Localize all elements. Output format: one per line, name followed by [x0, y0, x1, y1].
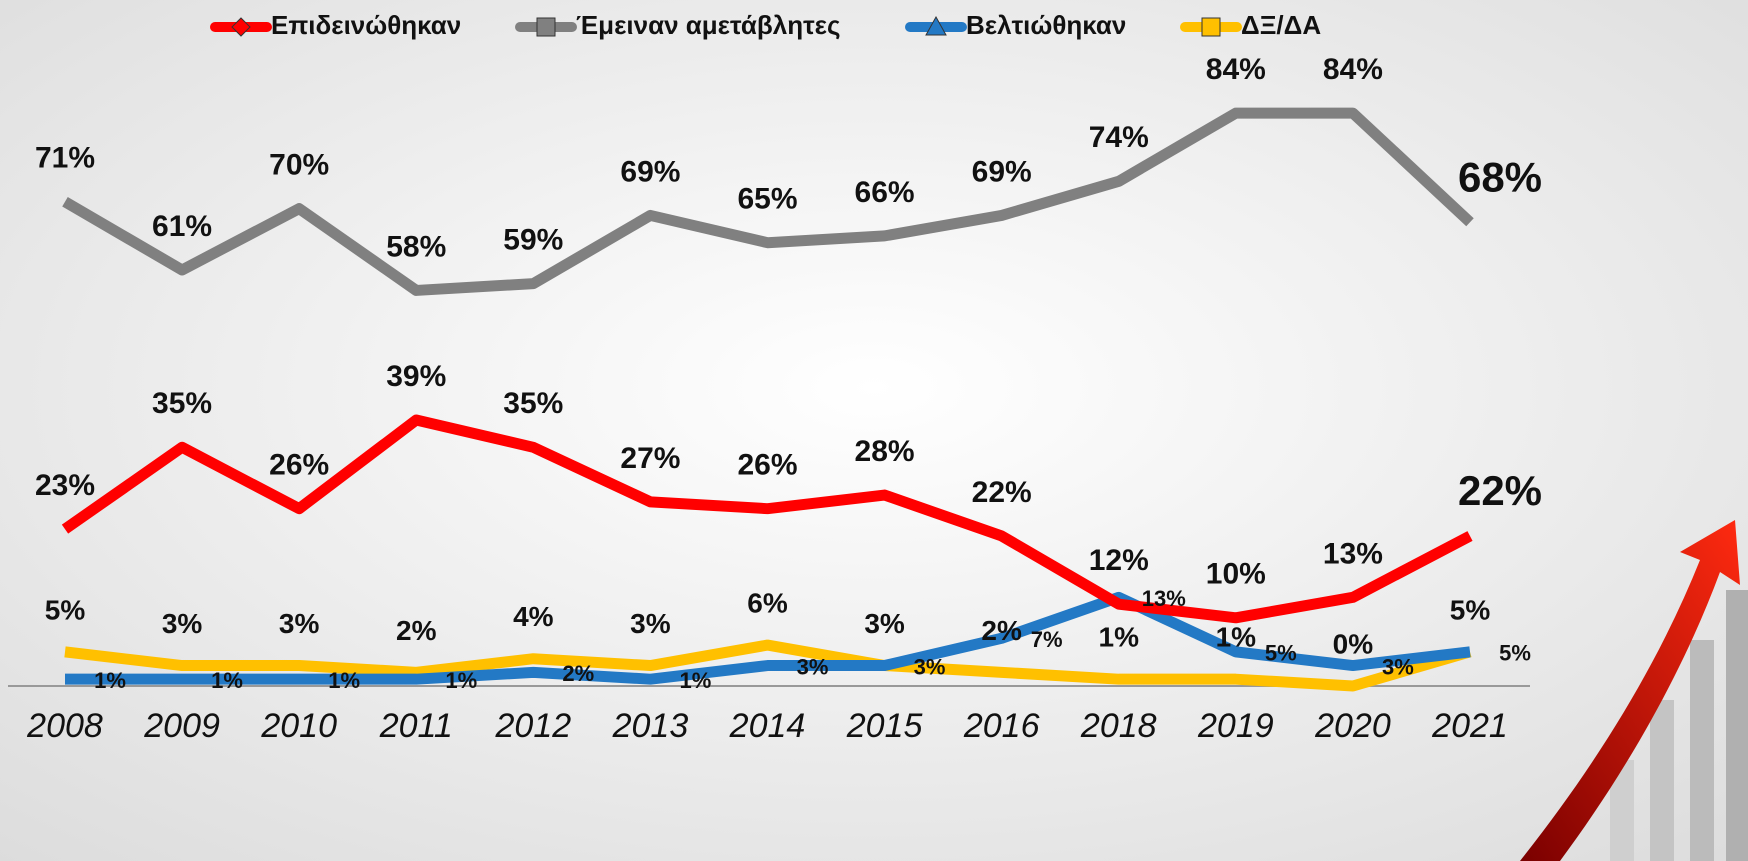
x-tick-label: 2020 — [1314, 707, 1391, 745]
value-label: 1% — [680, 668, 712, 693]
value-label: 0% — [1333, 628, 1374, 659]
value-label: 84% — [1323, 53, 1383, 86]
value-label: 1% — [211, 668, 243, 693]
x-tick-label: 2019 — [1197, 707, 1274, 745]
value-label: 4% — [513, 601, 554, 632]
legend-marker — [537, 18, 555, 36]
value-label: 22% — [972, 476, 1032, 509]
value-label: 66% — [855, 176, 915, 209]
value-label: 84% — [1206, 53, 1266, 86]
value-label: 28% — [855, 435, 915, 468]
value-label: 3% — [914, 654, 946, 679]
value-label: 39% — [386, 360, 446, 393]
value-label: 27% — [620, 442, 680, 475]
value-label: 2% — [562, 661, 594, 686]
chart: 2008 2009 2010 2011 2012 2013 2014 2015 2016 2018… — [0, 0, 1748, 861]
value-label: 26% — [737, 449, 797, 482]
x-tick-label: 2010 — [260, 707, 337, 745]
value-label: 1% — [328, 668, 360, 693]
value-label: 69% — [620, 155, 680, 188]
legend-label: ΔΞ/ΔΑ — [1241, 10, 1321, 40]
value-label: 1% — [1099, 622, 1140, 653]
value-label: 10% — [1206, 558, 1266, 591]
value-label: 35% — [152, 387, 212, 420]
legend-marker — [1202, 18, 1220, 36]
value-label: 65% — [737, 183, 797, 216]
value-label: 5% — [1499, 641, 1531, 666]
value-label: 3% — [797, 654, 829, 679]
value-label: 26% — [269, 449, 329, 482]
x-tick-label: 2013 — [612, 707, 689, 745]
value-label: 6% — [747, 587, 788, 618]
page: {"chart_data": {"type": "line", "categor… — [0, 0, 1748, 861]
legend-label: Έμειναν αμετάβλητες — [576, 10, 841, 40]
value-label: 61% — [152, 210, 212, 243]
value-label: 2% — [981, 615, 1022, 646]
x-tick-label: 2008 — [26, 707, 103, 745]
x-tick-label: 2015 — [846, 707, 923, 745]
value-label: 59% — [503, 224, 563, 257]
value-label: 1% — [94, 668, 126, 693]
value-label: 13% — [1323, 537, 1383, 570]
x-tick-label: 2021 — [1431, 707, 1508, 745]
value-label: 3% — [864, 608, 905, 639]
value-label: 13% — [1142, 586, 1186, 611]
value-label: 68% — [1458, 153, 1542, 200]
value-label: 3% — [630, 608, 671, 639]
x-tick-label: 2011 — [379, 707, 453, 745]
x-tick-label: 2016 — [963, 707, 1040, 745]
value-label: 2% — [396, 615, 437, 646]
legend-label: Βελτιώθηκαν — [966, 10, 1126, 40]
value-label: 70% — [269, 149, 329, 182]
value-label: 5% — [1265, 641, 1297, 666]
legend-label: Επιδεινώθηκαν — [271, 10, 461, 40]
value-label: 71% — [35, 142, 95, 175]
x-tick-label: 2018 — [1080, 707, 1157, 745]
value-label: 35% — [503, 387, 563, 420]
value-label: 23% — [35, 469, 95, 502]
value-label: 12% — [1089, 544, 1149, 577]
value-label: 3% — [1382, 654, 1414, 679]
value-label: 3% — [279, 608, 320, 639]
value-label: 22% — [1458, 467, 1542, 514]
value-label: 7% — [1031, 627, 1063, 652]
value-label: 5% — [45, 594, 86, 625]
value-label: 3% — [162, 608, 203, 639]
value-label: 5% — [1450, 594, 1491, 625]
value-label: 58% — [386, 230, 446, 263]
x-tick-label: 2014 — [729, 707, 806, 745]
value-label: 74% — [1089, 121, 1149, 154]
x-tick-label: 2012 — [495, 707, 572, 745]
value-label: 1% — [1216, 622, 1257, 653]
x-tick-label: 2009 — [143, 707, 220, 745]
value-label: 69% — [972, 155, 1032, 188]
value-label: 1% — [445, 668, 477, 693]
